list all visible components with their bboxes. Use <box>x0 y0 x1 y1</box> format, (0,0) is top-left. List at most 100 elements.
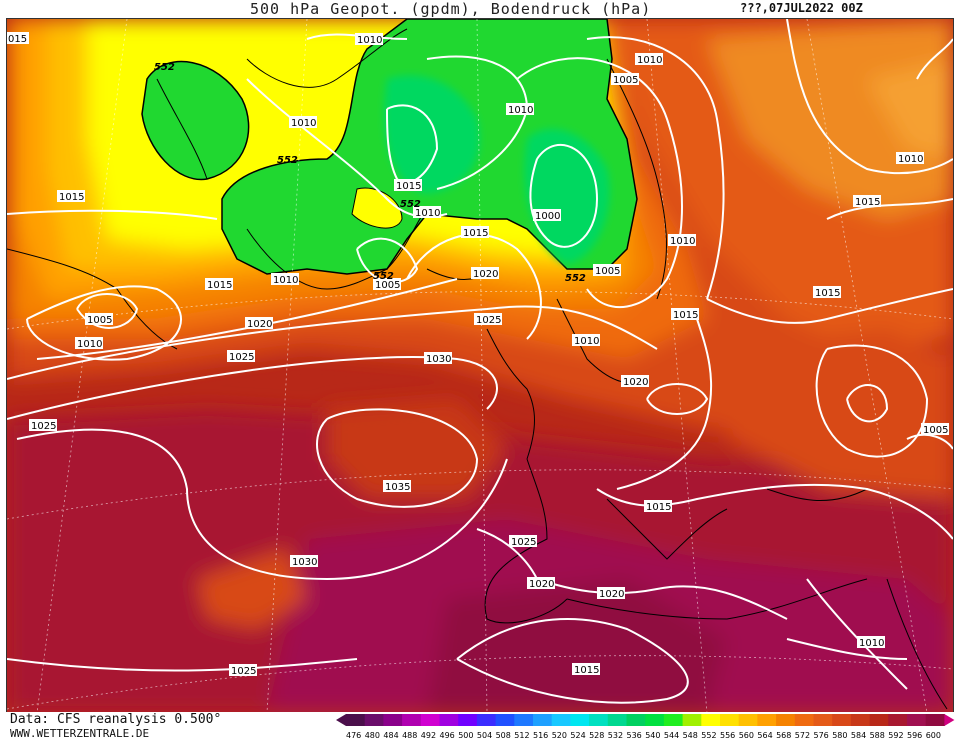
isobar-label: 1015 <box>853 195 881 208</box>
isobar-label: 1015 <box>572 663 600 676</box>
colorbar-swatch <box>738 714 758 726</box>
colorbar-swatch <box>607 714 627 726</box>
colorbar-tick-label: 572 <box>795 731 810 740</box>
coastlines <box>7 28 948 710</box>
svg-text:1005: 1005 <box>923 425 948 436</box>
isobar-label: 1025 <box>227 350 255 363</box>
colorbar-tick-label: 484 <box>383 731 398 740</box>
colorbar-tick-label: 516 <box>533 731 548 740</box>
svg-text:1020: 1020 <box>529 579 554 590</box>
colorbar: 476 480 484 488 492 496 500 504 508 512 516 520 524 5… <box>336 714 955 740</box>
colorbar-tick-label: 568 <box>776 731 791 740</box>
gh-label: 552 <box>373 271 394 282</box>
svg-text:1015: 1015 <box>574 665 599 676</box>
svg-text:1010: 1010 <box>357 35 382 46</box>
colorbar-tick-label: 600 <box>926 731 941 740</box>
colorbar-swatch <box>495 714 515 726</box>
isobar-label: 1010 <box>413 206 441 219</box>
isobar-label: 1025 <box>29 419 57 432</box>
colorbar-tick-label: 536 <box>627 731 642 740</box>
map-svg: 1010 1010 1005 1010 1010 1015 1010 1000 … <box>7 19 953 713</box>
colorbar-tick-label: 476 <box>346 731 361 740</box>
colorbar-tick-label: 584 <box>851 731 866 740</box>
isobar-label: 1005 <box>611 73 639 86</box>
colorbar-swatch <box>589 714 609 726</box>
svg-text:1025: 1025 <box>231 666 256 677</box>
colorbar-swatch <box>364 714 384 726</box>
colorbar-swatch <box>720 714 740 726</box>
gh-label: 552 <box>277 155 298 166</box>
isobar-label: 1010 <box>668 234 696 247</box>
graticule <box>7 19 953 713</box>
isobar-label: 1015 <box>644 500 672 513</box>
colorbar-tick-label: 488 <box>402 731 417 740</box>
colorbar-swatch <box>925 714 945 726</box>
isobar-label: 1005 <box>921 423 949 436</box>
isobar-label: 1020 <box>471 267 499 280</box>
svg-text:1025: 1025 <box>511 537 536 548</box>
isobar-label: 1010 <box>857 636 885 649</box>
colorbar-swatch <box>514 714 534 726</box>
svg-text:1015: 1015 <box>396 181 421 192</box>
data-source: Data: CFS reanalysis 0.500° <box>10 712 222 727</box>
svg-text:1015: 1015 <box>59 192 84 203</box>
colorbar-tick-label: 544 <box>664 731 679 740</box>
svg-text:1020: 1020 <box>599 589 624 600</box>
isobar-label: 015 <box>7 32 29 45</box>
colorbar-swatch <box>476 714 497 726</box>
isobar-label: 1010 <box>572 334 600 347</box>
svg-text:1020: 1020 <box>623 377 648 388</box>
chart-date: ???,07JUL2022 00Z <box>740 1 863 15</box>
isobar-label: 1015 <box>394 179 422 192</box>
isobar-label: 1020 <box>621 375 649 388</box>
svg-text:1005: 1005 <box>87 315 112 326</box>
isobar-label: 1015 <box>57 190 85 203</box>
colorbar-tick-label: 540 <box>645 731 660 740</box>
svg-text:1010: 1010 <box>574 336 599 347</box>
isobar-label: 1010 <box>75 337 103 350</box>
isobar-label: 1015 <box>461 226 489 239</box>
footer: Data: CFS reanalysis 0.500° WWW.WETTERZE… <box>0 712 959 741</box>
svg-text:1015: 1015 <box>855 197 880 208</box>
svg-text:1010: 1010 <box>898 154 923 165</box>
isobar-label: 1030 <box>424 352 452 365</box>
colorbar-tick-label: 564 <box>757 731 772 740</box>
colorbar-tick-label: 560 <box>739 731 754 740</box>
svg-text:1015: 1015 <box>463 228 488 239</box>
svg-text:1010: 1010 <box>670 236 695 247</box>
svg-text:1010: 1010 <box>859 638 884 649</box>
colorbar-swatch <box>794 714 814 726</box>
colorbar-labels: 476 480 484 488 492 496 500 504 508 512 516 520 524 5… <box>346 731 941 740</box>
svg-text:1000: 1000 <box>535 211 560 222</box>
colorbar-swatch <box>682 714 702 726</box>
isobar-label: 1010 <box>289 116 317 129</box>
svg-text:1030: 1030 <box>426 354 451 365</box>
colorbar-swatch <box>533 714 553 726</box>
colorbar-swatch <box>663 714 684 726</box>
isobar-label: 1005 <box>593 264 621 277</box>
colorbar-swatch <box>346 714 366 726</box>
svg-text:015: 015 <box>8 34 27 45</box>
colorbar-tick-label: 524 <box>570 731 585 740</box>
colorbar-swatch <box>776 714 796 726</box>
colorbar-tick-label: 480 <box>365 731 380 740</box>
isobar-label: 1025 <box>509 535 537 548</box>
svg-text:1010: 1010 <box>415 208 440 219</box>
colorbar-tick-label: 508 <box>496 731 511 740</box>
isobar-label: 1015 <box>205 278 233 291</box>
colorbar-swatch <box>701 714 721 726</box>
colorbar-tick-label: 528 <box>589 731 604 740</box>
isobar-label: 1020 <box>597 587 625 600</box>
colorbar-tick-label: 512 <box>514 731 529 740</box>
colorbar-tick-label: 548 <box>683 731 698 740</box>
isobar-label: 1010 <box>896 152 924 165</box>
gh-label: 552 <box>154 62 175 73</box>
svg-text:1020: 1020 <box>247 319 272 330</box>
isobar-label: 1015 <box>813 286 841 299</box>
website-credit: WWW.WETTERZENTRALE.DE <box>10 727 150 740</box>
colorbar-swatches <box>336 714 955 726</box>
svg-text:1010: 1010 <box>291 118 316 129</box>
svg-text:1010: 1010 <box>273 275 298 286</box>
isobar-label: 1030 <box>290 555 318 568</box>
svg-text:1015: 1015 <box>646 502 671 513</box>
